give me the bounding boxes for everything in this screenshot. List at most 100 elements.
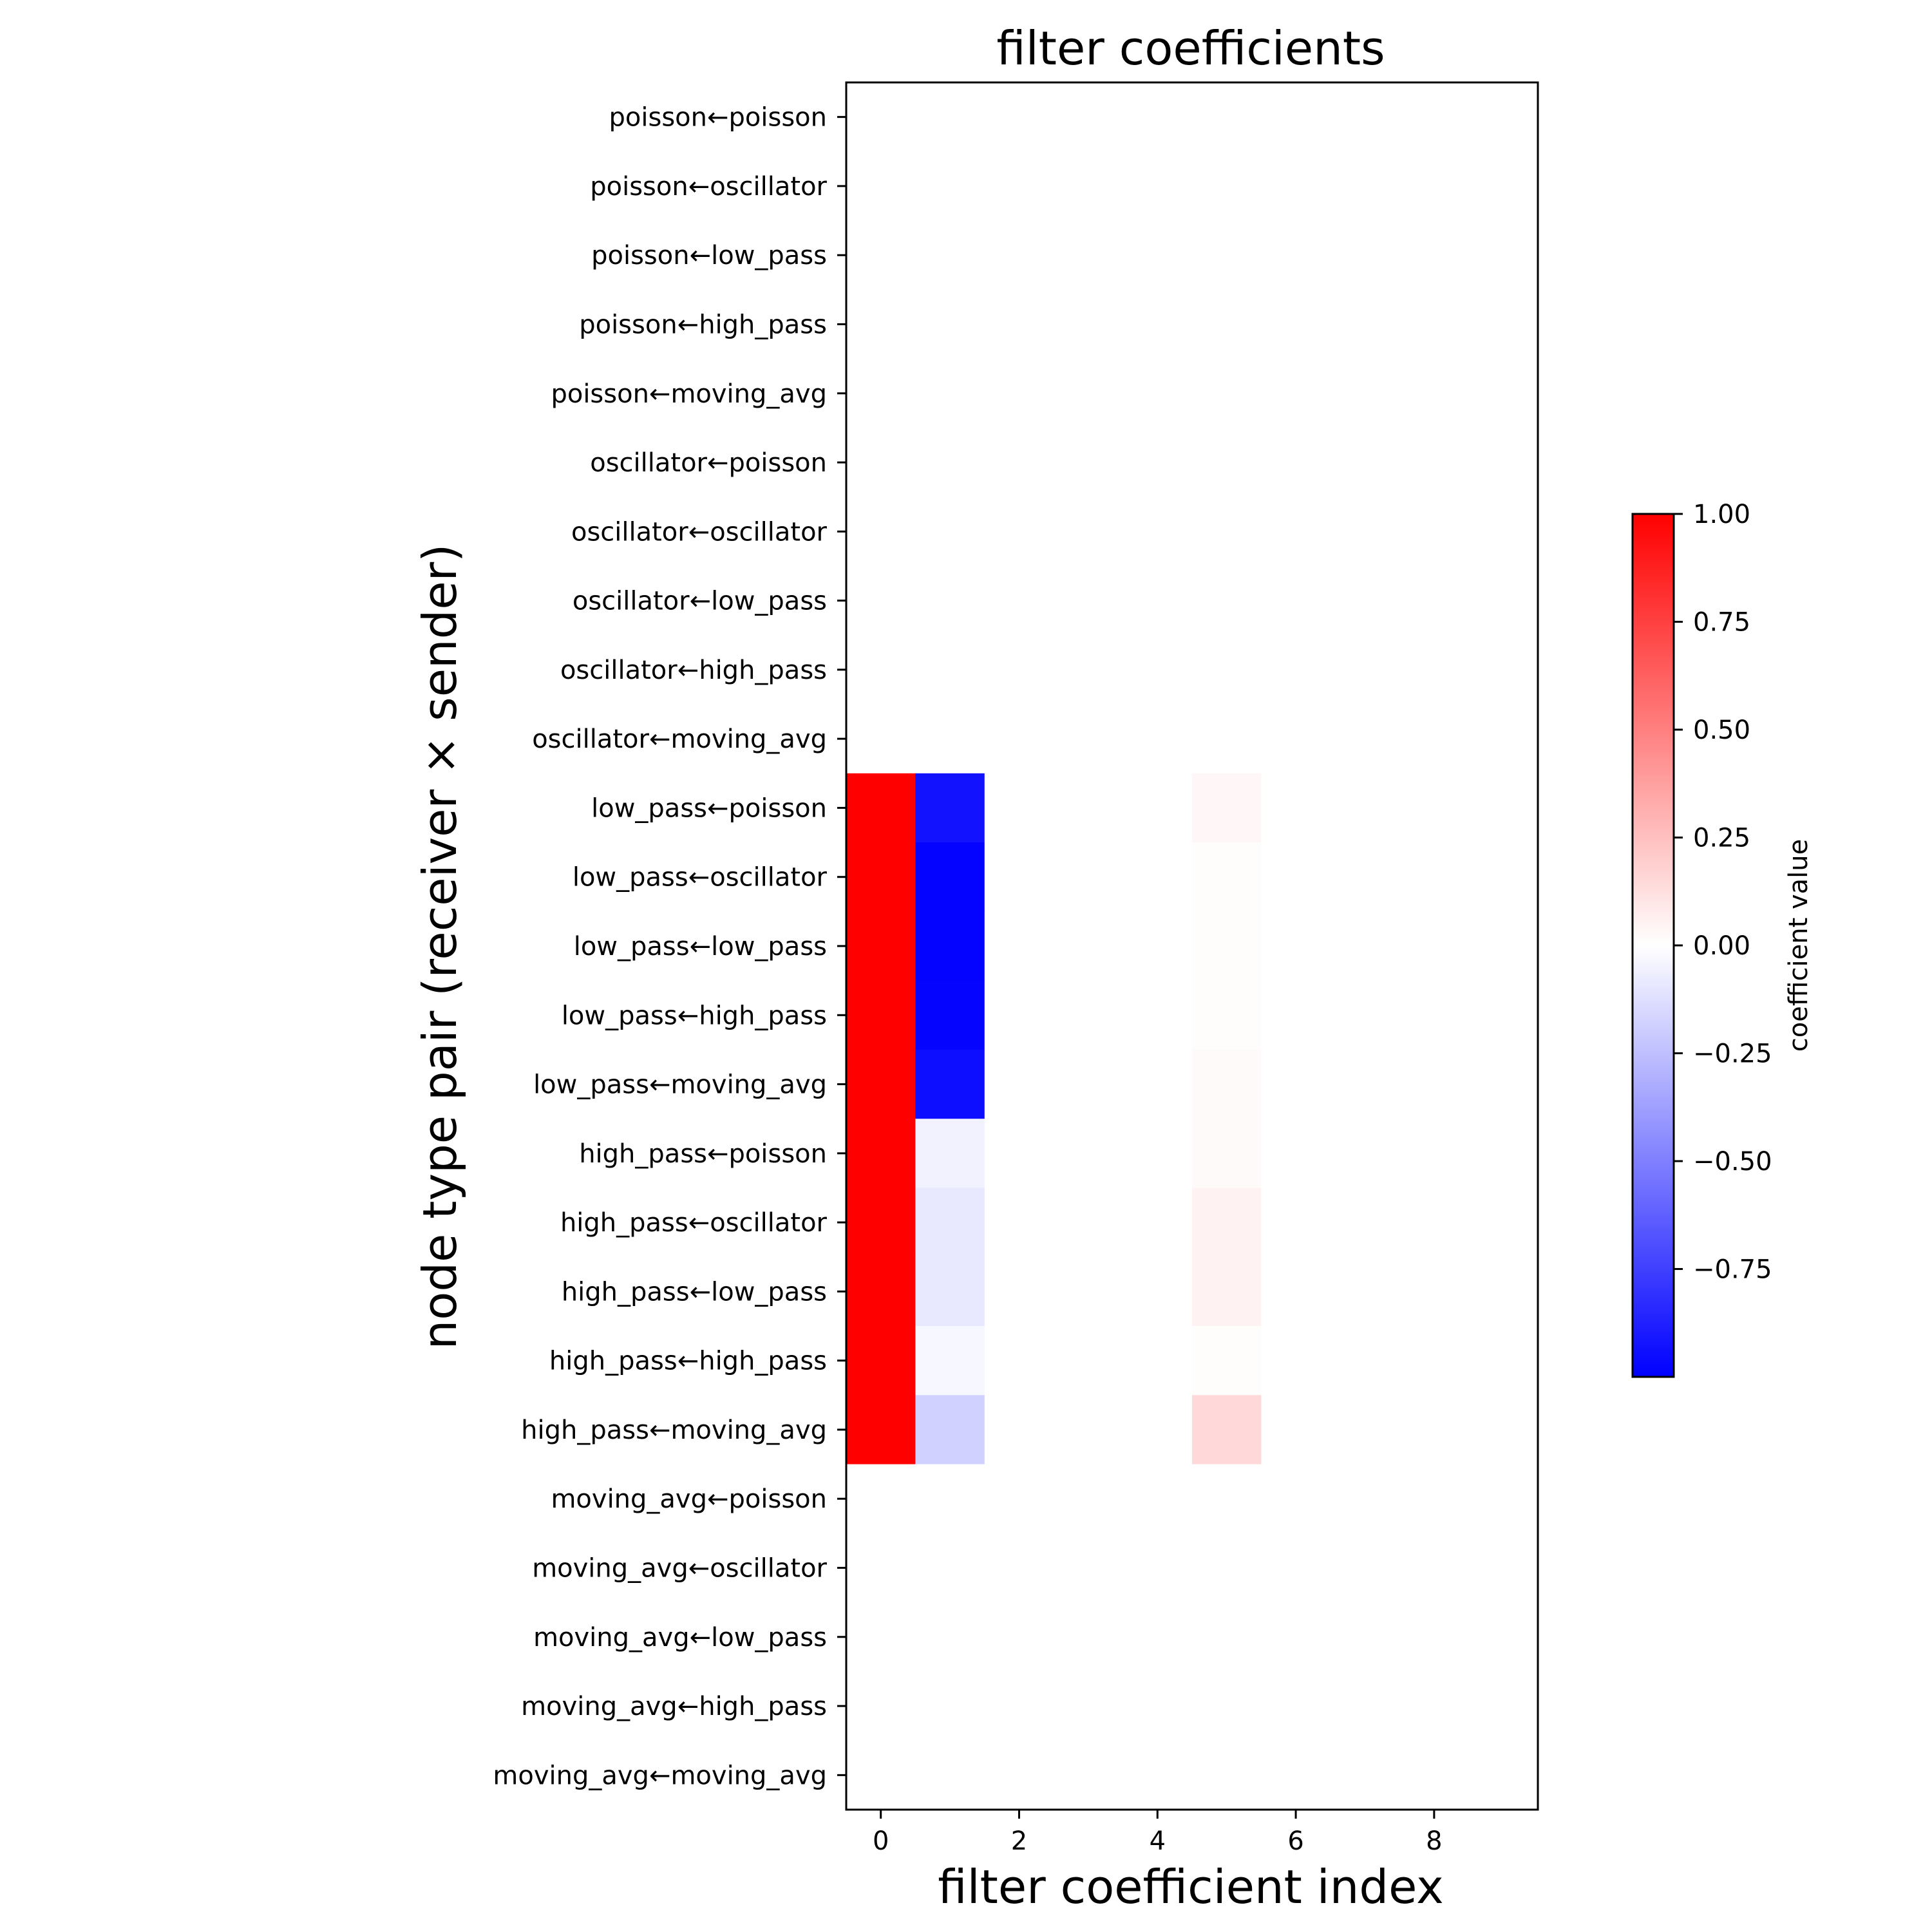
heatmap-cell <box>1054 82 1124 152</box>
heatmap-cell <box>1468 842 1539 912</box>
heatmap-cell <box>984 151 1054 222</box>
heatmap-cell <box>846 359 916 428</box>
heatmap-cell <box>1330 289 1400 359</box>
heatmap-cell <box>915 1395 985 1465</box>
heatmap-cell <box>1330 842 1400 912</box>
heatmap-cell <box>1192 428 1262 498</box>
heatmap-cell <box>1122 1119 1193 1189</box>
colorbar-tick-label: 0.75 <box>1693 608 1750 638</box>
heatmap-cell <box>1192 1188 1262 1258</box>
heatmap-cell <box>846 1533 916 1603</box>
heatmap-cell <box>915 151 985 222</box>
y-tick-label: low_pass←poisson <box>591 793 827 823</box>
heatmap-cell <box>1054 1740 1124 1810</box>
y-tick-label: low_pass←moving_avg <box>533 1070 827 1100</box>
heatmap-cell <box>1122 220 1193 290</box>
heatmap-cell <box>1468 1533 1539 1603</box>
heatmap-cell <box>984 1602 1054 1672</box>
heatmap-cell <box>915 1256 985 1327</box>
heatmap-cell <box>1399 289 1470 359</box>
heatmap-cell <box>846 980 916 1050</box>
heatmap-cell <box>1330 220 1400 290</box>
heatmap-cell <box>1054 220 1124 290</box>
y-tick-label: poisson←poisson <box>609 103 827 133</box>
heatmap-cell <box>1261 635 1331 705</box>
heatmap-cell <box>846 428 916 498</box>
heatmap-cell <box>1261 1256 1331 1327</box>
heatmap-cell <box>1330 428 1400 498</box>
y-axis-title: node type pair (receiver × sender) <box>413 544 467 1350</box>
heatmap-cell <box>1122 151 1193 222</box>
heatmap-cell <box>1330 1049 1400 1119</box>
heatmap-cell <box>1468 1671 1539 1741</box>
heatmap-cell <box>1468 911 1539 981</box>
heatmap-cell <box>846 1395 916 1465</box>
y-tick-label: high_pass←low_pass <box>562 1277 827 1307</box>
y-tick-label: moving_avg←oscillator <box>532 1554 827 1584</box>
heatmap-cell <box>846 1049 916 1119</box>
heatmap-cell <box>1261 1533 1331 1603</box>
heatmap-cell <box>1192 1671 1262 1741</box>
heatmap-cell <box>1261 82 1331 152</box>
heatmap-cell <box>984 82 1054 152</box>
heatmap-cell <box>1122 565 1193 636</box>
heatmap-cell <box>1261 565 1331 636</box>
heatmap-cell <box>846 1740 916 1810</box>
heatmap-cell <box>915 980 985 1050</box>
heatmap-cell <box>1468 1119 1539 1189</box>
heatmap-cell <box>915 704 985 774</box>
heatmap-cell <box>1054 773 1124 843</box>
heatmap-cell <box>1192 1395 1262 1465</box>
heatmap-cell <box>1399 1533 1470 1603</box>
heatmap-cell <box>1330 1740 1400 1810</box>
heatmap-cell <box>1330 1119 1400 1189</box>
heatmap-cell <box>846 1326 916 1396</box>
heatmap-cell <box>984 1464 1054 1534</box>
heatmap-cell <box>984 704 1054 774</box>
heatmap-cell <box>915 1188 985 1258</box>
heatmap-cell <box>1261 428 1331 498</box>
heatmap-cell <box>1122 980 1193 1050</box>
heatmap-cell <box>1122 1671 1193 1741</box>
heatmap-cell <box>1192 220 1262 290</box>
y-tick-label: poisson←moving_avg <box>551 379 827 409</box>
heatmap-cell <box>1399 1395 1470 1465</box>
heatmap-cell <box>1054 497 1124 567</box>
heatmap-cell <box>984 1049 1054 1119</box>
heatmap-cell <box>1330 497 1400 567</box>
heatmap-cell <box>1122 497 1193 567</box>
heatmap-cell <box>1468 151 1539 222</box>
heatmap-cell <box>1122 635 1193 705</box>
heatmap-cell <box>1261 911 1331 981</box>
y-tick-label: moving_avg←poisson <box>551 1484 827 1514</box>
heatmap-cell <box>1261 1464 1331 1534</box>
heatmap-cell <box>1399 428 1470 498</box>
heatmap-cell <box>1192 1602 1262 1672</box>
heatmap-cell <box>984 497 1054 567</box>
heatmap-cell <box>1468 1188 1539 1258</box>
x-tick-label: 4 <box>1150 1826 1166 1856</box>
y-tick-label: low_pass←oscillator <box>573 863 828 893</box>
x-tick-label: 0 <box>873 1826 889 1856</box>
heatmap-cell <box>1468 980 1539 1050</box>
y-tick-label: oscillator←poisson <box>590 448 827 478</box>
x-tick-label: 8 <box>1426 1826 1442 1856</box>
heatmap-cell <box>1122 704 1193 774</box>
heatmap-cell <box>915 497 985 567</box>
heatmap-cell <box>1122 911 1193 981</box>
heatmap-cell <box>1330 980 1400 1050</box>
heatmap-cell <box>1054 980 1124 1050</box>
heatmap-cell <box>1261 359 1331 428</box>
heatmap-cell <box>1054 428 1124 498</box>
heatmap-cell <box>915 1326 985 1396</box>
heatmap-cell <box>1192 82 1262 152</box>
heatmap-cell <box>984 773 1054 843</box>
heatmap-cell <box>984 359 1054 428</box>
heatmap-cell <box>1054 635 1124 705</box>
heatmap-cell <box>984 220 1054 290</box>
heatmap-cell <box>984 1395 1054 1465</box>
heatmap-cell <box>1054 1671 1124 1741</box>
heatmap-cell <box>1468 359 1539 428</box>
y-tick-label: oscillator←low_pass <box>573 587 827 616</box>
heatmap-cell <box>1468 1464 1539 1534</box>
